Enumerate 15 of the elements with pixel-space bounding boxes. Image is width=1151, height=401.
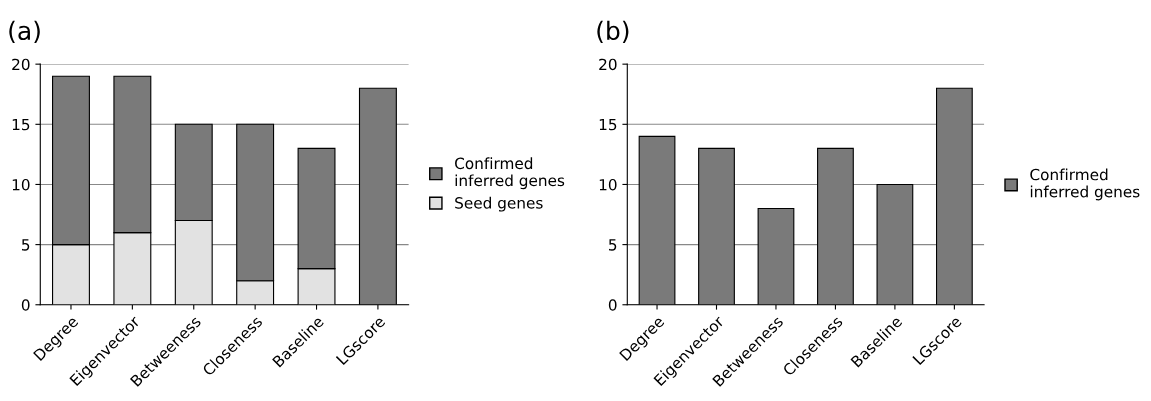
y-tick-label: 15 [12, 118, 30, 131]
chart-title: (b) [597, 20, 629, 44]
y-tick-label: 10 [599, 178, 617, 191]
legend-label: Confirmed inferred genes [455, 157, 565, 190]
y-tick-label: 0 [21, 299, 30, 311]
y-tick-label: 0 [608, 299, 617, 311]
y-tick-label: 20 [12, 58, 30, 71]
y-tick-label: 20 [599, 58, 617, 71]
legend-label: Seed genes [455, 196, 543, 212]
y-tick-label: 5 [22, 239, 30, 251]
y-tick-label: 5 [609, 239, 617, 251]
chart-title: (a) [9, 20, 40, 44]
y-tick-label: 10 [12, 178, 30, 191]
y-tick-label: 15 [599, 118, 617, 131]
legend-label: Confirmed inferred genes [1030, 168, 1140, 201]
